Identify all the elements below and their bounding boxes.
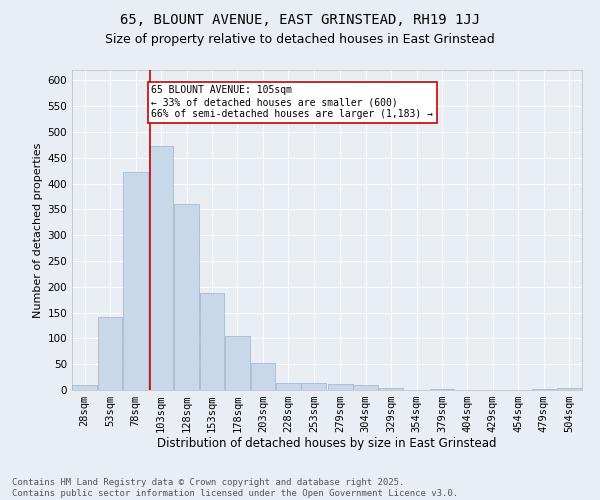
Bar bbox=[532, 389, 556, 390]
Bar bbox=[200, 293, 224, 390]
Bar bbox=[557, 388, 581, 390]
Text: Contains HM Land Registry data © Crown copyright and database right 2025.
Contai: Contains HM Land Registry data © Crown c… bbox=[12, 478, 458, 498]
Bar bbox=[124, 172, 148, 390]
Bar bbox=[98, 316, 122, 390]
Bar bbox=[379, 388, 403, 390]
Bar bbox=[174, 204, 199, 390]
X-axis label: Distribution of detached houses by size in East Grinstead: Distribution of detached houses by size … bbox=[157, 436, 497, 450]
Text: 65 BLOUNT AVENUE: 105sqm
← 33% of detached houses are smaller (600)
66% of semi-: 65 BLOUNT AVENUE: 105sqm ← 33% of detach… bbox=[151, 86, 433, 118]
Y-axis label: Number of detached properties: Number of detached properties bbox=[33, 142, 43, 318]
Bar bbox=[430, 389, 454, 390]
Bar bbox=[276, 383, 301, 390]
Bar bbox=[328, 384, 353, 390]
Text: 65, BLOUNT AVENUE, EAST GRINSTEAD, RH19 1JJ: 65, BLOUNT AVENUE, EAST GRINSTEAD, RH19 … bbox=[120, 12, 480, 26]
Bar bbox=[301, 384, 326, 390]
Bar bbox=[251, 362, 275, 390]
Bar bbox=[225, 336, 250, 390]
Bar bbox=[73, 385, 97, 390]
Bar bbox=[149, 146, 173, 390]
Bar bbox=[353, 386, 378, 390]
Text: Size of property relative to detached houses in East Grinstead: Size of property relative to detached ho… bbox=[105, 32, 495, 46]
